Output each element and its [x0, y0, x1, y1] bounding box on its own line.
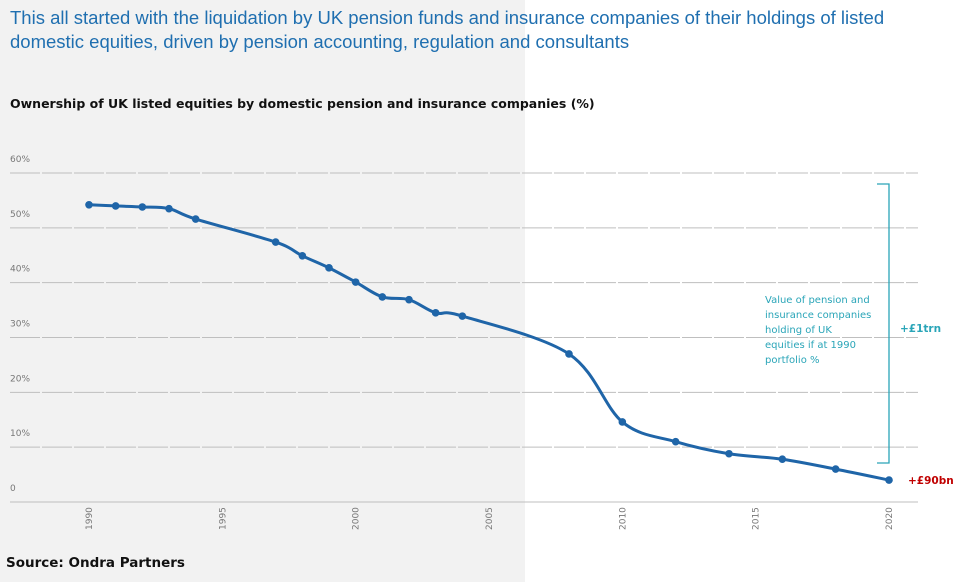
- data-point: [565, 350, 573, 358]
- chart-title: Ownership of UK listed equities by domes…: [10, 96, 595, 111]
- data-point: [431, 309, 440, 317]
- data-point: [138, 203, 147, 211]
- series-line: [88, 203, 890, 482]
- bracket-value-label: +£1trn: [900, 323, 941, 335]
- y-tick-label: 30%: [10, 320, 30, 330]
- x-tick-label: 1990: [85, 507, 95, 530]
- data-point: [778, 455, 787, 464]
- source-note: Source: Ondra Partners: [6, 555, 185, 571]
- data-point: [271, 238, 280, 246]
- data-point: [725, 449, 733, 458]
- x-tick-label: 2015: [752, 507, 762, 530]
- page-title: This all started with the liquidation by…: [10, 7, 885, 52]
- data-point: [298, 251, 307, 260]
- data-point: [325, 264, 333, 272]
- y-tick-label: 40%: [10, 265, 30, 275]
- data-point: [405, 295, 413, 304]
- bracket: [877, 183, 890, 464]
- x-tick-label: 2020: [885, 507, 895, 530]
- data-point: [165, 204, 173, 213]
- y-tick-label: 20%: [10, 374, 30, 384]
- data-point: [458, 312, 467, 320]
- data-point: [111, 202, 120, 210]
- end-value-label: +£90bn: [908, 475, 954, 487]
- y-tick-label: 10%: [10, 429, 30, 439]
- x-tick-label: 1995: [218, 507, 228, 530]
- y-tick-label: 60%: [10, 155, 30, 165]
- y-tick-label: 0: [10, 484, 16, 494]
- data-point: [618, 418, 627, 426]
- x-tick-label: 2000: [352, 507, 362, 530]
- bracket-annotation: Value of pension and insurance companies h…: [765, 295, 871, 366]
- data-point: [671, 437, 680, 446]
- y-tick-label: 50%: [10, 210, 30, 220]
- data-point: [351, 278, 360, 286]
- data-point: [831, 465, 840, 473]
- data-point: [85, 201, 93, 209]
- data-point: [885, 476, 893, 484]
- shaded-panel: [0, 0, 525, 582]
- data-point: [191, 215, 200, 223]
- x-tick-label: 2005: [485, 507, 495, 530]
- x-tick-label: 2010: [618, 507, 628, 530]
- data-point: [378, 293, 387, 301]
